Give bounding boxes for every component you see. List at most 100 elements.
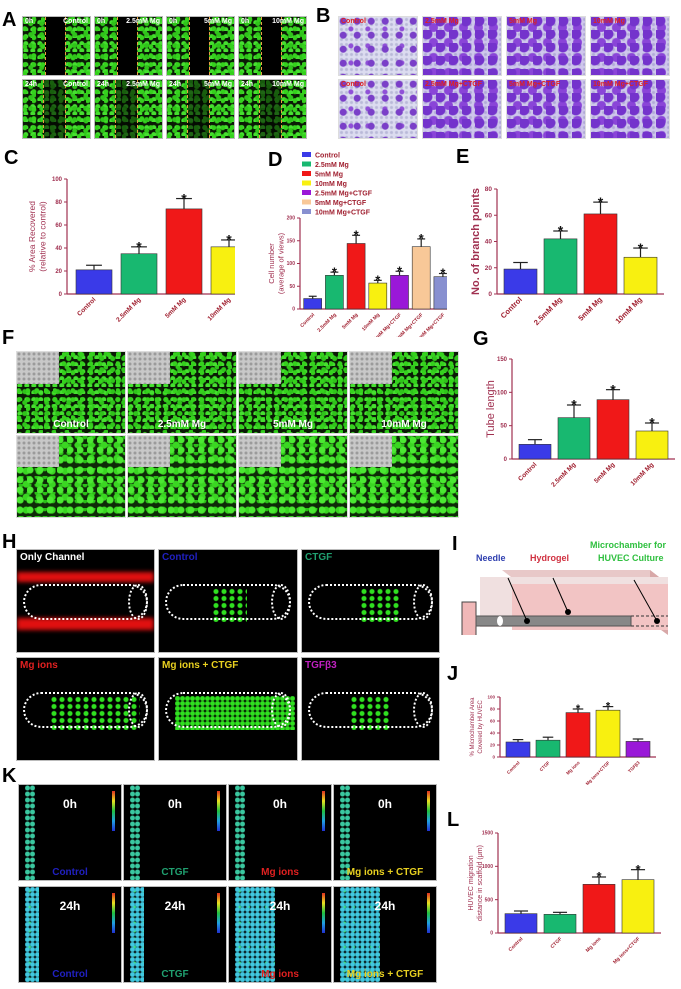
- scratch-edge-line: [189, 17, 190, 75]
- channel-end-outline: [413, 692, 433, 728]
- x-tick-label: Control: [76, 296, 97, 317]
- x-tick-label: 10mM Mg: [613, 295, 644, 326]
- scratch-edge-line: [209, 17, 210, 75]
- group-label: Control: [52, 867, 88, 878]
- hydrogel-red-band: [17, 618, 154, 630]
- migrating-cells: [235, 887, 275, 982]
- scratch-gap: [187, 80, 209, 138]
- legend-swatch: [302, 171, 311, 176]
- group-label: Mg ions + CTGF: [346, 867, 424, 878]
- y-tick-label: 60: [485, 212, 493, 219]
- huvec-cells: [360, 588, 400, 622]
- x-tick-label: Mg ions+CTGF: [585, 760, 611, 785]
- panel-letter-c: C: [4, 147, 19, 169]
- scratch-gap: [43, 80, 65, 138]
- x-tick-label: Mg ions+CTGF: [612, 936, 641, 965]
- brightfield-inset: [239, 436, 281, 467]
- huvec-cells: [350, 696, 390, 730]
- scratch-image-24h-2-5mm-mg: 24h 2.5mM Mg: [94, 79, 163, 139]
- migration-image-0h-control: 0h Control: [18, 784, 122, 881]
- group-label: Control: [63, 81, 88, 88]
- channel-end-outline: [128, 692, 148, 728]
- panel-letter-j: J: [447, 663, 459, 685]
- y-tick-label: 60: [490, 719, 496, 724]
- y-tick-label: 100: [287, 261, 296, 267]
- panel-letter-a: A: [2, 9, 17, 31]
- microchamber-label-line2: HUVEC Culture: [598, 553, 664, 563]
- y-tick-label: 80: [55, 200, 62, 206]
- panel-letter-g: G: [473, 328, 489, 350]
- significance-star: *: [638, 240, 644, 256]
- time-label: 0h: [62, 797, 77, 811]
- migration-image-24h-mg-ions: 24h Mg ions: [228, 886, 332, 983]
- group-label: 2.5mM Mg: [126, 18, 160, 25]
- bar-ctgf: [543, 914, 577, 934]
- panel-letter-h: H: [2, 531, 17, 553]
- significance-star: *: [419, 231, 425, 246]
- scratch-edge-line: [137, 80, 138, 138]
- scratch-image-24h-5mm-mg: 24h 5mM Mg: [166, 79, 235, 139]
- channel-image-mg-ions: Mg ions: [16, 657, 155, 761]
- group-label: 5mM Mg: [204, 81, 232, 88]
- channel-image-mg-ions-ctgf: Mg ions + CTGF: [158, 657, 298, 761]
- depth-color-scale: [217, 893, 220, 933]
- group-label: 2.5mM Mg: [425, 18, 459, 25]
- migration-image-0h-ctgf: 0h CTGF: [123, 784, 227, 881]
- channel-image-tgf-3: TGFβ3: [301, 657, 440, 761]
- scratch-image-0h-10mm-mg: 0h 10mM Mg: [238, 16, 307, 76]
- migrating-cells: [130, 887, 144, 982]
- panel-letter-k: K: [2, 765, 17, 787]
- migrating-cells: [25, 785, 35, 880]
- migrating-cells: [130, 785, 140, 880]
- scratch-edge-line: [115, 80, 116, 138]
- x-tick-label: 2.5mM Mg: [115, 296, 142, 323]
- y-axis-label: distance in scaffold (μm): [477, 845, 484, 921]
- time-label: 24h: [97, 81, 110, 88]
- hydrogel-label: Hydrogel: [530, 553, 570, 563]
- transwell-image-2-5mm-mg-ctgf: 2.5mM Mg+CTGF: [422, 79, 502, 139]
- y-axis-label: (average of views): [277, 232, 286, 294]
- condition-label: Only Channel: [20, 552, 85, 563]
- significance-star: *: [354, 227, 360, 242]
- legend-label: 2.5mM Mg: [315, 162, 349, 169]
- bar-mg-ions-ctgf: [595, 709, 621, 758]
- significance-star: *: [571, 397, 577, 413]
- significance-star: *: [576, 703, 581, 715]
- scratch-image-0h-control: 0h Control: [22, 16, 91, 76]
- time-label: 24h: [164, 899, 186, 913]
- scratch-image-0h-2-5mm-mg: 0h 2.5mM Mg: [94, 16, 163, 76]
- scratch-image-24h-control: 24h Control: [22, 79, 91, 139]
- y-tick-label: 0: [488, 291, 492, 298]
- y-tick-label: 80: [490, 707, 496, 712]
- y-tick-label: 100: [487, 695, 495, 700]
- y-axis-label: Cell number: [267, 243, 276, 284]
- bar-10mm-mg: [210, 246, 235, 295]
- x-tick-label: CTGF: [539, 760, 551, 772]
- bar-2-5mm-mg: [325, 275, 344, 310]
- transwell-image-control: Control: [338, 79, 418, 139]
- y-tick-label: 40: [490, 731, 496, 736]
- legend-swatch: [302, 152, 311, 157]
- time-label: 0h: [272, 797, 287, 811]
- y-tick-label: 0: [492, 755, 495, 760]
- x-tick-label: TGFβ3: [627, 760, 641, 774]
- bar-5mm-mg-ctgf: [411, 246, 431, 310]
- significance-star: *: [440, 266, 446, 281]
- bar-5mm-mg: [346, 243, 366, 310]
- bar-2-5mm-mg-ctgf: [390, 275, 409, 310]
- time-label: 24h: [25, 81, 38, 88]
- scratch-edge-line: [281, 17, 282, 75]
- group-label: Mg ions + CTGF: [346, 969, 424, 980]
- time-label: 0h: [167, 797, 182, 811]
- panel-letter-i: I: [452, 533, 458, 555]
- x-tick-label: CTGF: [550, 936, 564, 950]
- scratch-edge-line: [259, 80, 260, 138]
- group-label: Control: [63, 18, 88, 25]
- panel-letter-d: D: [268, 149, 283, 171]
- brightfield-inset: [128, 436, 170, 467]
- legend-label: 2.5mM Mg+CTGF: [315, 191, 373, 198]
- group-label: Mg ions: [261, 969, 299, 980]
- x-tick-label: 2.5mM Mg: [532, 295, 564, 327]
- bar-control: [303, 298, 323, 310]
